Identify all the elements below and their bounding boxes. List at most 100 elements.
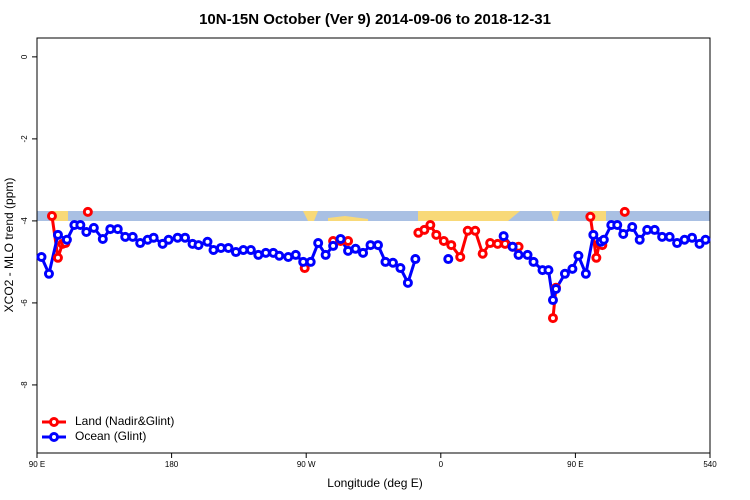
point [700, 234, 711, 245]
point [335, 233, 346, 244]
point [543, 265, 554, 276]
point [679, 234, 690, 245]
point [627, 222, 638, 233]
point [485, 238, 496, 249]
point [120, 231, 131, 242]
point [290, 249, 301, 260]
point [443, 254, 454, 265]
point [477, 248, 488, 259]
point [618, 229, 629, 240]
point [274, 250, 285, 261]
point [253, 249, 264, 260]
point [328, 240, 339, 251]
point [305, 256, 316, 267]
y-tick-label: -2 [20, 135, 29, 143]
x-tick-label: 90 W [297, 460, 316, 469]
point [642, 224, 653, 235]
point [193, 240, 204, 251]
point [507, 241, 518, 252]
point [313, 238, 324, 249]
point [649, 224, 660, 235]
point [550, 283, 561, 294]
point [419, 224, 430, 235]
point [36, 251, 47, 262]
point [163, 234, 174, 245]
y-tick-label: 0 [20, 54, 29, 59]
land-mask-strip [37, 211, 710, 221]
point [298, 256, 309, 267]
point [591, 252, 602, 263]
y-tick-label: -8 [20, 381, 29, 389]
point [260, 247, 271, 258]
point [43, 268, 54, 279]
point [498, 231, 509, 242]
point [82, 206, 93, 217]
point [148, 232, 159, 243]
point [425, 219, 436, 230]
point [283, 251, 294, 262]
point [245, 245, 256, 256]
point [208, 245, 219, 256]
point [88, 222, 99, 233]
point [547, 313, 558, 324]
point [634, 234, 645, 245]
point [358, 247, 369, 258]
y-tick-label: -6 [20, 299, 29, 307]
x-tick-label: 0 [439, 460, 444, 469]
point [350, 243, 361, 254]
point [180, 232, 191, 243]
point [61, 234, 72, 245]
x-tick-label: 90 E [29, 460, 45, 469]
point [431, 229, 442, 240]
point [46, 210, 57, 221]
point [81, 226, 92, 237]
point [172, 232, 183, 243]
point [528, 256, 539, 267]
point [470, 225, 481, 236]
point [402, 277, 413, 288]
x-tick-label: 180 [165, 460, 179, 469]
point [547, 295, 558, 306]
plot-frame [36, 37, 711, 454]
point [380, 256, 391, 267]
point [619, 206, 630, 217]
point [365, 240, 376, 251]
point [672, 238, 683, 249]
point [567, 263, 578, 274]
point [223, 242, 234, 253]
point [230, 247, 241, 258]
legend-label: Land (Nadir&Glint) [75, 414, 174, 428]
point [215, 242, 226, 253]
point [52, 252, 63, 263]
point [657, 231, 668, 242]
point [687, 232, 698, 243]
point [343, 235, 354, 246]
point [513, 249, 524, 260]
point [492, 238, 503, 249]
point [105, 224, 116, 235]
point [395, 263, 406, 274]
legend-marker [49, 432, 59, 442]
point [455, 251, 466, 262]
point [573, 250, 584, 261]
point [588, 229, 599, 240]
point [97, 233, 108, 244]
y-tick-label: -4 [20, 217, 29, 225]
point [612, 219, 623, 230]
point [372, 240, 383, 251]
point [387, 257, 398, 268]
x-tick-label: 90 E [567, 460, 583, 469]
legend-label: Ocean (Glint) [75, 429, 146, 443]
point [446, 240, 457, 251]
point [52, 229, 63, 240]
point [238, 245, 249, 256]
point [500, 238, 511, 249]
y-axis-label: XCO2 - MLO trend (ppm) [2, 178, 16, 313]
point [580, 268, 591, 279]
point [522, 249, 533, 260]
point [585, 211, 596, 222]
point [75, 219, 86, 230]
point [112, 224, 123, 235]
x-tick-label: 540 [703, 460, 717, 469]
